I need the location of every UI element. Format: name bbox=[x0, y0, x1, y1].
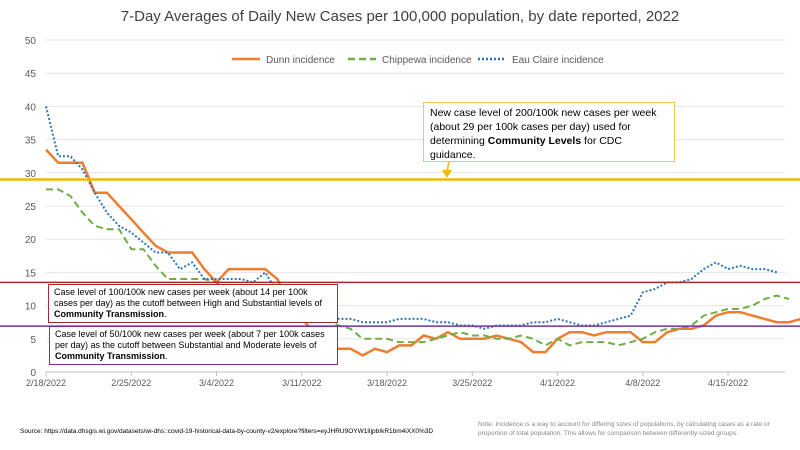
legend-label: Chippewa incidence bbox=[382, 55, 472, 66]
y-tick-label: 40 bbox=[25, 102, 37, 113]
y-tick-label: 0 bbox=[30, 368, 36, 379]
annotation-tail: for CDC guidance. bbox=[430, 135, 622, 161]
annotation-bold: Community Transmission bbox=[54, 309, 165, 319]
y-tick-label: 45 bbox=[25, 69, 37, 80]
x-tick-label: 2/25/2022 bbox=[111, 378, 151, 388]
y-tick-label: 30 bbox=[25, 169, 37, 180]
x-tick-label: 3/25/2022 bbox=[452, 378, 492, 388]
series-line-eau-claire-incidence bbox=[45, 106, 778, 330]
annotation-moderate: Case level of 50/100k new cases per week… bbox=[49, 326, 338, 365]
y-tick-label: 15 bbox=[25, 268, 37, 279]
annotation-cdc: New case level of 200/100k new cases per… bbox=[423, 102, 675, 162]
y-tick-label: 5 bbox=[30, 335, 36, 346]
series-line-chippewa-incidence bbox=[46, 188, 790, 347]
x-tick-label: 4/8/2022 bbox=[625, 378, 660, 388]
annotation-text: Case level of 50/100k new cases per week… bbox=[55, 329, 325, 350]
x-tick-label: 2/18/2022 bbox=[26, 378, 66, 388]
x-tick-label: 3/18/2022 bbox=[367, 378, 407, 388]
annotation-bold: Community Transmission bbox=[55, 351, 166, 361]
y-tick-label: 20 bbox=[25, 235, 37, 246]
x-tick-label: 4/1/2022 bbox=[540, 378, 575, 388]
annotation-tail: . bbox=[165, 351, 168, 361]
source-text: Source: https://data.dhsgis.wi.gov/datas… bbox=[20, 428, 434, 435]
x-tick-label: 3/4/2022 bbox=[199, 378, 234, 388]
note-text: Note: Incidence is a way to account for … bbox=[478, 421, 770, 437]
y-tick-label: 50 bbox=[25, 36, 37, 47]
x-tick-label: 4/15/2022 bbox=[708, 378, 748, 388]
annotation-bold: Community Levels bbox=[487, 135, 582, 147]
y-tick-label: 10 bbox=[25, 302, 37, 313]
annotation-text: Case level of 100/100k new cases per wee… bbox=[54, 287, 322, 308]
chart-title: 7-Day Averages of Daily New Cases per 10… bbox=[120, 8, 680, 25]
y-tick-label: 35 bbox=[25, 136, 37, 147]
arrow-head-icon bbox=[442, 170, 452, 178]
annotation-text: New case level of 200/100k new cases per… bbox=[430, 107, 657, 147]
y-tick-label: 25 bbox=[25, 202, 37, 213]
legend-label: Dunn incidence bbox=[266, 55, 335, 66]
legend-label: Eau Claire incidence bbox=[512, 55, 604, 66]
annotation-high: Case level of 100/100k new cases per wee… bbox=[48, 284, 338, 323]
annotation-tail: . bbox=[164, 309, 167, 319]
x-tick-label: 3/11/2022 bbox=[282, 378, 321, 388]
series-line-dunn-incidence bbox=[45, 148, 800, 357]
